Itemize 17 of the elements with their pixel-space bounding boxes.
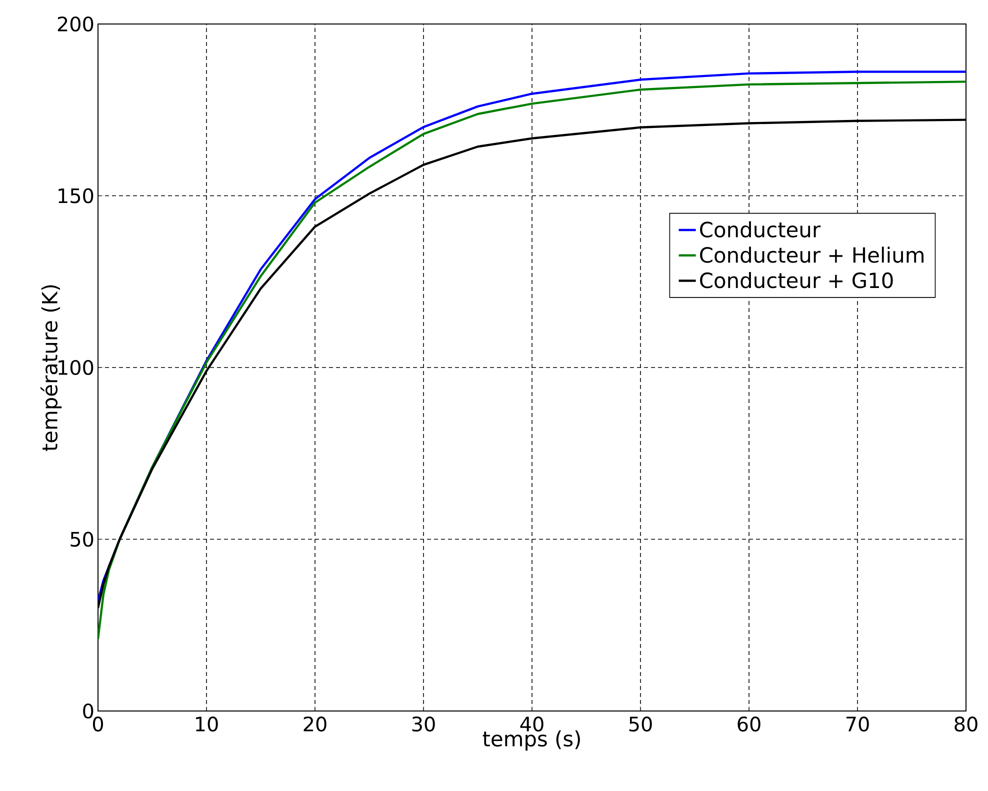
y-tick-label: 50 xyxy=(70,532,94,547)
x-tick-label: 60 xyxy=(738,716,760,732)
y-tick-label: 150 xyxy=(58,188,94,204)
legend-label: Conducteur + Helium xyxy=(700,246,924,263)
x-axis-title: temps (s) xyxy=(482,730,580,751)
x-tick-label: 50 xyxy=(629,716,652,732)
y-tick-label: 200 xyxy=(58,16,94,32)
x-tick-label: 70 xyxy=(846,716,869,732)
x-tick-label: 0 xyxy=(92,716,104,732)
x-tick-label: 10 xyxy=(196,716,218,732)
y-tick-label: 0 xyxy=(83,703,94,719)
x-tick-label: 20 xyxy=(304,716,326,732)
legend-label: Conducteur + G10 xyxy=(700,272,893,288)
x-tick-label: 80 xyxy=(954,716,978,732)
x-tick-label: 30 xyxy=(412,716,435,732)
legend-label: Conducteur xyxy=(700,221,821,238)
x-tick-label: 40 xyxy=(520,716,544,732)
